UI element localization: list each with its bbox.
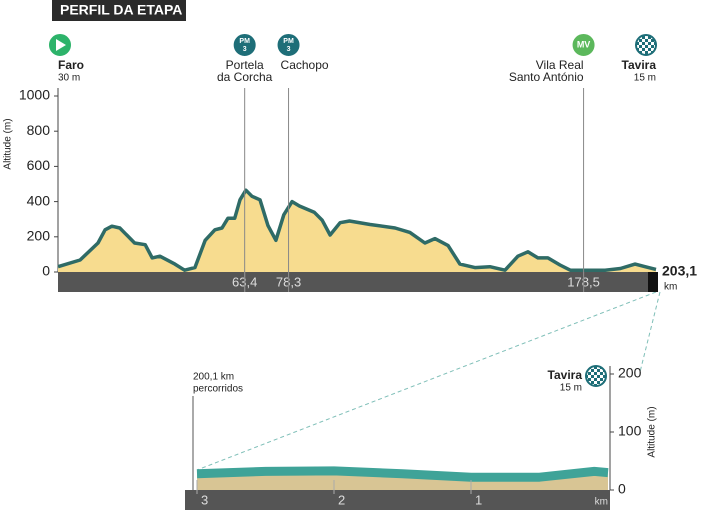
marker-label: Faro	[58, 58, 84, 72]
x-tick-label: 3	[201, 492, 208, 507]
profile-area	[197, 470, 608, 490]
icon-mountain	[233, 34, 256, 56]
y-axis-label: Altitude (m)	[3, 118, 14, 169]
marker-label: Vila Real	[536, 58, 584, 72]
badge-text: 3	[243, 46, 247, 53]
badge-text: PM	[239, 38, 250, 45]
marker-note: 15 m	[560, 383, 582, 394]
y-tick-label: 1000	[19, 87, 50, 103]
badge-text: PM	[283, 38, 294, 45]
annotation-label: percorridos	[193, 384, 243, 395]
x-unit: km	[595, 497, 608, 508]
badge-text: 3	[287, 46, 291, 53]
title: PERFIL DA ETAPA	[60, 2, 182, 18]
marker-note: 30 m	[58, 73, 80, 84]
icon-finish	[585, 365, 607, 387]
title-box	[52, 0, 186, 21]
badge-text: MV	[577, 39, 591, 49]
profile-line	[196, 466, 609, 482]
zoom-connector	[639, 291, 661, 373]
y-tick-label: 100	[618, 423, 642, 439]
icon-sprint	[572, 34, 595, 56]
icon-finish	[635, 34, 657, 56]
profile-line	[57, 188, 657, 272]
profile-area	[58, 190, 656, 272]
x-tick-label: 1	[475, 492, 482, 507]
marker-note: 15 m	[634, 73, 656, 84]
distance-band	[58, 272, 648, 292]
icon-mountain	[277, 34, 300, 56]
marker-label: da Corcha	[217, 70, 273, 84]
marker-label: Santo António	[509, 70, 584, 84]
x-tick-label: 2	[338, 492, 345, 507]
y-tick-label: 0	[42, 263, 50, 279]
marker-label: Tavira	[548, 368, 583, 382]
y-tick-label: 600	[27, 157, 51, 173]
marker-label: Portela	[226, 58, 264, 72]
annotation-label: 200,1 km	[193, 372, 234, 383]
y-axis-label: Altitude (m)	[647, 406, 658, 457]
x-unit: km	[664, 282, 677, 293]
zoom-connector	[196, 291, 657, 471]
y-tick-label: 0	[618, 481, 626, 497]
start-arrow	[56, 39, 66, 51]
y-tick-label: 800	[27, 122, 51, 138]
y-tick-label: 200	[618, 365, 642, 381]
y-tick-label: 200	[27, 228, 51, 244]
finish-block	[648, 272, 658, 292]
marker-label: Tavira	[622, 58, 657, 72]
marker-label: Cachopo	[281, 58, 329, 72]
y-tick-label: 400	[27, 192, 51, 208]
x-tick-label: 203,1	[662, 263, 697, 279]
distance-band	[185, 490, 610, 510]
